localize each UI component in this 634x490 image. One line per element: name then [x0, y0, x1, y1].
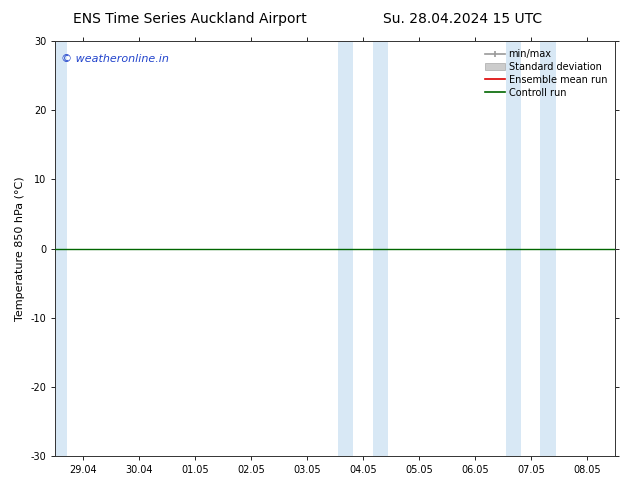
Bar: [506, 41, 521, 456]
Y-axis label: Temperature 850 hPa (°C): Temperature 850 hPa (°C): [15, 176, 25, 321]
Bar: [540, 41, 556, 456]
Text: © weatheronline.in: © weatheronline.in: [61, 54, 169, 64]
Legend: min/max, Standard deviation, Ensemble mean run, Controll run: min/max, Standard deviation, Ensemble me…: [482, 46, 610, 100]
Text: ENS Time Series Auckland Airport: ENS Time Series Auckland Airport: [74, 12, 307, 26]
Text: Su. 28.04.2024 15 UTC: Su. 28.04.2024 15 UTC: [384, 12, 542, 26]
Bar: [373, 41, 388, 456]
Bar: [338, 41, 353, 456]
Bar: [55, 41, 67, 456]
